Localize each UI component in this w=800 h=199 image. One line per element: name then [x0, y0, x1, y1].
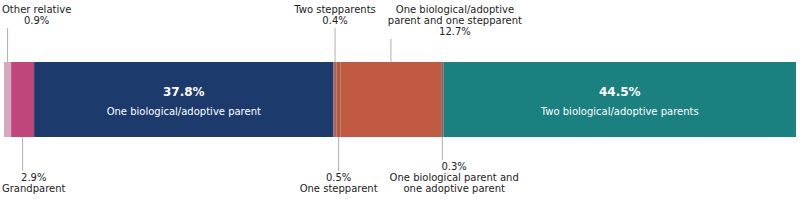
annotation-name-line: One biological/adoptive	[396, 4, 514, 15]
bars	[4, 62, 796, 137]
annotation-name-line: one adoptive parent	[403, 183, 505, 194]
leader-lines	[8, 28, 443, 171]
bar-segment	[441, 62, 443, 137]
annotation-name: Other relative	[2, 4, 71, 15]
annotation-name-line: One biological parent and	[390, 172, 519, 183]
chart-container: 37.8% One biological/adoptive parent 44.5%…	[0, 0, 800, 199]
bar-segment	[337, 62, 341, 137]
annotation-value: 0.5%	[326, 172, 351, 183]
annotation-name-line: parent and one stepparent	[388, 15, 522, 26]
annotation-name: One stepparent	[300, 183, 378, 194]
annotation-name: One biological parent andone adoptive pa…	[390, 172, 519, 194]
annotation-name: One biological/adoptiveparent and one st…	[388, 4, 522, 26]
bar-segment	[341, 62, 442, 137]
leader-line	[22, 137, 23, 171]
annotation-value: 2.9%	[21, 172, 46, 183]
annotation-name-line: Other relative	[2, 4, 71, 15]
leader-line	[338, 137, 339, 171]
leader-line	[442, 137, 443, 160]
leader-line	[390, 39, 391, 62]
inside-value-label: 44.5%	[599, 85, 641, 99]
leader-line	[335, 28, 336, 62]
bar-segment	[34, 62, 333, 137]
annotation-name-line: Two stepparents	[293, 4, 376, 15]
annotation-name-line: Grandparent	[2, 183, 66, 194]
leader-line	[7, 28, 8, 62]
annotation-name: Two stepparents	[293, 4, 376, 15]
annotation-value: 12.7%	[439, 26, 471, 37]
labels: 37.8% One biological/adoptive parent 44.5%…	[2, 4, 699, 194]
bar-segment	[11, 62, 34, 137]
annotation-name: Grandparent	[2, 183, 66, 194]
annotation-name-line: One stepparent	[300, 183, 378, 194]
chart-svg: 37.8% One biological/adoptive parent 44.5%…	[0, 0, 800, 199]
inside-value-label: 37.8%	[163, 85, 205, 99]
bar-segment	[4, 62, 11, 137]
bar-segment	[333, 62, 336, 137]
bar-segment	[444, 62, 796, 137]
annotation-value: 0.9%	[24, 15, 49, 26]
inside-name-label: One biological/adoptive parent	[107, 106, 261, 117]
inside-name-label: Two biological/adoptive parents	[540, 106, 699, 117]
annotation-value: 0.4%	[322, 15, 347, 26]
annotation-value: 0.3%	[441, 161, 466, 172]
